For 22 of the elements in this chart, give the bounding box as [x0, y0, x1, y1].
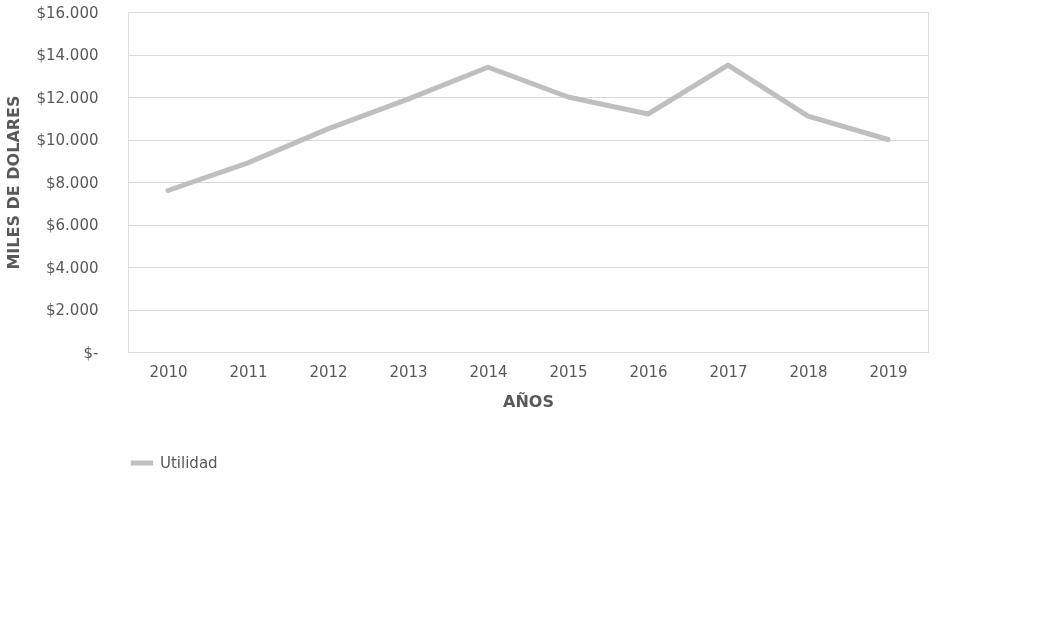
x-axis-title: AÑOS: [503, 391, 554, 411]
y-tick-label: $16.000: [36, 3, 99, 22]
y-tick-label: $-: [83, 343, 99, 362]
x-tick-label: 2014: [469, 362, 508, 381]
x-tick-label: 2019: [869, 362, 908, 381]
y-tick-label: $4.000: [46, 258, 99, 277]
x-tick-label: 2017: [709, 362, 748, 381]
y-tick-label: $12.000: [36, 88, 99, 107]
y-tick-label: $8.000: [46, 173, 99, 192]
y-tick-label: $6.000: [46, 216, 99, 234]
x-tick-label: 2013: [389, 362, 428, 381]
y-tick-label: $2.000: [46, 301, 99, 319]
x-tick-label: 2011: [229, 362, 268, 381]
y-tick-label: $10.000: [36, 131, 99, 149]
y-axis-title: MILES DE DOLARES: [4, 95, 24, 270]
x-tick-label: 2018: [789, 362, 828, 381]
x-tick-label: 2015: [549, 362, 588, 381]
x-tick-label: 2016: [629, 362, 668, 381]
x-tick-label: 2012: [309, 362, 348, 381]
legend-label: Utilidad: [160, 454, 218, 472]
x-tick-label: 2010: [149, 362, 188, 381]
y-tick-label: $14.000: [36, 46, 99, 64]
